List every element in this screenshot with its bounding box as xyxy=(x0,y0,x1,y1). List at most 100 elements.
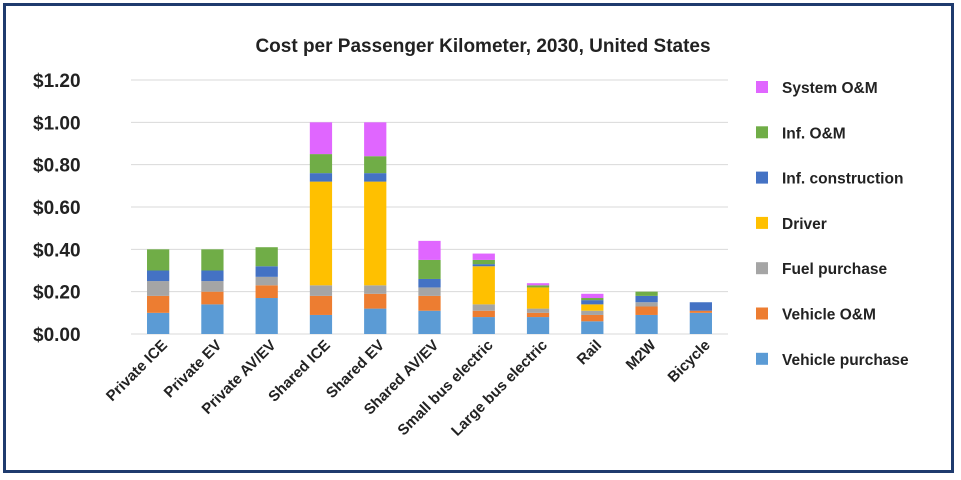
bar-segment xyxy=(472,264,495,267)
legend-label: Driver xyxy=(782,216,827,233)
bar-segment xyxy=(309,122,333,155)
y-tick-label: $0.60 xyxy=(33,198,81,219)
legend-item: Inf. construction xyxy=(756,171,903,188)
bar-segment xyxy=(418,295,441,311)
bar-segment xyxy=(635,314,658,334)
bar-segment xyxy=(472,310,495,318)
bar-segment xyxy=(364,173,387,182)
bar-segment xyxy=(364,285,387,294)
legend-label: Fuel purchase xyxy=(782,261,887,278)
x-tick-label: Private ICE xyxy=(103,337,171,405)
legend-item: Vehicle O&M xyxy=(756,307,876,324)
bar-stack xyxy=(581,293,604,334)
bar-segment xyxy=(526,287,550,309)
bar-stack xyxy=(309,122,333,334)
bar-segment xyxy=(364,156,387,174)
bar-segment xyxy=(635,295,658,303)
bar-segment xyxy=(526,283,550,286)
bar-segment xyxy=(255,276,278,286)
chart-title: Cost per Passenger Kilometer, 2030, Unit… xyxy=(255,36,710,57)
bar-segment xyxy=(526,317,550,334)
bar-segment xyxy=(581,304,604,311)
bar-segment xyxy=(147,249,170,271)
bar-segment xyxy=(364,293,387,309)
bar-stack xyxy=(418,240,441,334)
legend-item: Inf. O&M xyxy=(756,125,846,142)
legend-item: System O&M xyxy=(756,80,878,97)
bar-segment xyxy=(255,247,278,267)
bar-segment xyxy=(309,314,333,334)
y-tick-label: $0.00 xyxy=(33,325,81,346)
bar-segment xyxy=(201,304,224,334)
bar-segment xyxy=(309,154,333,174)
legend-swatch xyxy=(756,352,768,365)
bar-segment xyxy=(472,304,495,311)
legend-label: Vehicle O&M xyxy=(782,307,876,324)
x-tick-label: Small bus electric xyxy=(394,337,496,439)
legend: System O&M Inf. O&M Inf. construction Drive… xyxy=(756,80,909,369)
bar-segment xyxy=(472,266,495,305)
bar-segment xyxy=(526,285,550,288)
bar-segment xyxy=(364,181,387,286)
bar-segment xyxy=(689,310,712,313)
x-tick-label: Bicycle xyxy=(665,337,714,386)
legend-label: Vehicle purchase xyxy=(782,352,909,369)
bar-segment xyxy=(255,266,278,277)
legend-label: System O&M xyxy=(782,80,878,97)
bar-stack xyxy=(635,291,658,334)
legend-label: Inf. O&M xyxy=(782,125,846,142)
bar-stack xyxy=(472,253,495,334)
bar-stack xyxy=(364,122,387,334)
bar-segment xyxy=(418,240,441,260)
legend-item: Fuel purchase xyxy=(756,261,887,278)
bar-stack xyxy=(255,247,278,334)
bar-segment xyxy=(147,295,170,313)
y-axis: $0.00 $0.20 $0.40 $0.60 $0.80 $1.00 $1.20 xyxy=(33,71,81,346)
bar-segment xyxy=(418,259,441,279)
bar-segment xyxy=(309,285,333,296)
bar-segment xyxy=(526,308,550,313)
y-tick-label: $0.40 xyxy=(33,240,81,261)
bar-segment xyxy=(364,308,387,334)
bar-segment xyxy=(147,281,170,296)
y-tick-label: $0.20 xyxy=(33,283,81,304)
bar-segment xyxy=(635,306,658,315)
bar-segment xyxy=(309,173,333,182)
x-tick-label: M2W xyxy=(623,336,660,373)
bar-segment xyxy=(581,310,604,315)
bar-segment xyxy=(201,270,224,282)
bar-segment xyxy=(635,291,658,296)
bar-segment xyxy=(418,287,441,296)
legend-label: Inf. construction xyxy=(782,171,903,188)
legend-swatch xyxy=(756,126,768,139)
bar-stack xyxy=(201,249,224,334)
bar-segment xyxy=(472,259,495,265)
bar-segment xyxy=(309,181,333,286)
bar-stack xyxy=(147,249,170,334)
bar-segment xyxy=(255,285,278,299)
legend-swatch xyxy=(756,307,768,320)
bar-segment xyxy=(581,314,604,322)
y-tick-label: $1.00 xyxy=(33,113,81,134)
bar-segment xyxy=(581,293,604,299)
bar-segment xyxy=(418,310,441,334)
bar-segment xyxy=(201,249,224,271)
bar-stack xyxy=(689,302,712,334)
bar-segment xyxy=(581,300,604,305)
legend-swatch xyxy=(756,216,768,229)
bar-segment xyxy=(255,298,278,334)
bar-segment xyxy=(581,321,604,334)
bar-segment xyxy=(418,278,441,288)
chart-frame: Cost per Passenger Kilometer, 2030, Unit… xyxy=(3,3,954,473)
y-tick-label: $1.20 xyxy=(33,71,81,92)
y-tick-label: $0.80 xyxy=(33,156,81,177)
x-tick-label: Large bus electric xyxy=(448,337,551,440)
bar-segment xyxy=(581,298,604,301)
legend-swatch xyxy=(756,81,768,93)
bar-segment xyxy=(364,122,387,157)
legend-item: Vehicle purchase xyxy=(756,352,909,369)
x-tick-label: Rail xyxy=(574,337,605,368)
bar-segment xyxy=(472,253,495,260)
legend-swatch xyxy=(756,171,768,184)
